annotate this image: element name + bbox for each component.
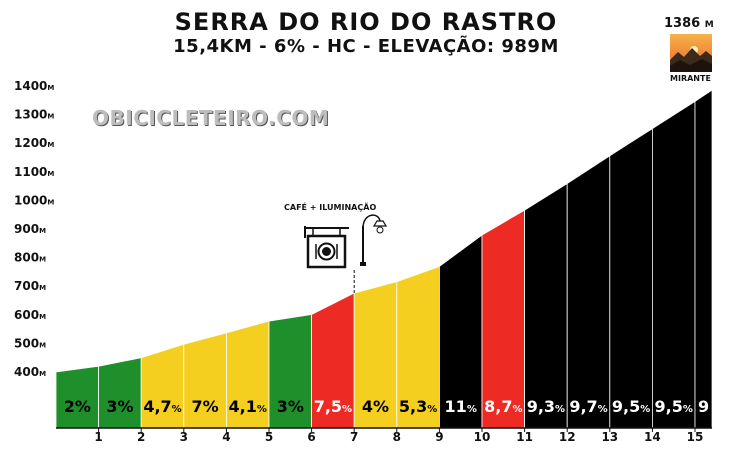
y-tick-label-1100: 1100M bbox=[14, 165, 54, 179]
grade-label-4: 7% bbox=[192, 397, 219, 416]
y-tick-label-1400: 1400M bbox=[14, 79, 54, 93]
y-tick-label-400: 400M bbox=[14, 365, 46, 379]
y-tick-label-700: 700M bbox=[14, 279, 46, 293]
x-tick-label-2: 2 bbox=[137, 430, 145, 444]
segment-11 bbox=[481, 209, 525, 429]
x-tick-label-4: 4 bbox=[222, 430, 230, 444]
x-tick-label-5: 5 bbox=[265, 430, 273, 444]
y-tick-label-600: 600M bbox=[14, 308, 46, 322]
segment-2 bbox=[98, 357, 142, 429]
grade-label-9: 5,3% bbox=[399, 397, 437, 416]
grade-label-6: 3% bbox=[277, 397, 304, 416]
y-tick-label-900: 900M bbox=[14, 222, 46, 236]
grade-label-2: 3% bbox=[106, 397, 133, 416]
chart-title: SERRA DO RIO DO RASTRO bbox=[174, 8, 558, 36]
mirante-photo-icon bbox=[670, 34, 712, 72]
x-tick-label-12: 12 bbox=[559, 430, 576, 444]
y-tick-label-1000: 1000M bbox=[14, 193, 54, 207]
restaurant-lamp-icon bbox=[304, 214, 388, 269]
segment-12 bbox=[524, 182, 568, 429]
grade-label-7: 7,5% bbox=[314, 397, 352, 416]
grade-label-5: 4,1% bbox=[229, 397, 267, 416]
x-tick-label-3: 3 bbox=[180, 430, 188, 444]
grade-labels: 2% 3% 4,7% 7% 4,1% 3% 7,5% 4% 5,3% 11% 8,7% 9,3% 9,7… bbox=[64, 397, 709, 416]
segment-15 bbox=[652, 100, 696, 429]
x-tick-label-8: 8 bbox=[393, 430, 401, 444]
grade-label-10: 11% bbox=[445, 397, 477, 416]
grade-label-11: 8,7% bbox=[484, 397, 522, 416]
grade-label-12: 9,3% bbox=[527, 397, 565, 416]
segment-14 bbox=[609, 127, 653, 429]
grade-label-3: 4,7% bbox=[143, 397, 181, 416]
watermark: OBICICLETEIRO.COM bbox=[92, 106, 330, 130]
y-tick-label-800: 800M bbox=[14, 251, 46, 265]
x-tick-label-15: 15 bbox=[687, 430, 704, 444]
segment-16 bbox=[694, 89, 713, 429]
x-tick-label-10: 10 bbox=[474, 430, 491, 444]
summit-elevation-value: 1386 bbox=[664, 16, 701, 31]
grade-label-13: 9,7% bbox=[569, 397, 607, 416]
x-tick-label-13: 13 bbox=[601, 430, 618, 444]
summit-elevation: 1386 M bbox=[664, 16, 714, 31]
x-tick-label-7: 7 bbox=[350, 430, 358, 444]
segments bbox=[55, 89, 713, 429]
x-tick-label-6: 6 bbox=[307, 430, 315, 444]
x-tick-label-11: 11 bbox=[516, 430, 533, 444]
chart-subtitle: 15,4KM - 6% - HC - ELEVAÇÃO: 989M bbox=[173, 36, 559, 57]
summit-name: MIRANTE bbox=[670, 74, 711, 83]
grade-label-16: 9 bbox=[698, 397, 709, 416]
segment-13 bbox=[566, 155, 611, 429]
x-tick-label-9: 9 bbox=[435, 430, 443, 444]
grade-label-15: 9,5% bbox=[655, 397, 693, 416]
y-tick-label-500: 500M bbox=[14, 336, 46, 350]
y-tick-label-1300: 1300M bbox=[14, 108, 54, 122]
axes: 1 2 3 4 5 6 7 8 9 10 11 12 13 14 15400M500M600M700M800… bbox=[14, 79, 713, 444]
summit-elevation-unit: M bbox=[704, 20, 714, 30]
x-tick-label-1: 1 bbox=[94, 430, 102, 444]
grade-label-1: 2% bbox=[64, 397, 91, 416]
x-tick-label-14: 14 bbox=[644, 430, 661, 444]
y-tick-label-1200: 1200M bbox=[14, 136, 54, 150]
grade-label-8: 4% bbox=[362, 397, 389, 416]
grade-label-14: 9,5% bbox=[612, 397, 650, 416]
poi-label: CAFÉ + ILUMINAÇÃO bbox=[284, 203, 377, 212]
